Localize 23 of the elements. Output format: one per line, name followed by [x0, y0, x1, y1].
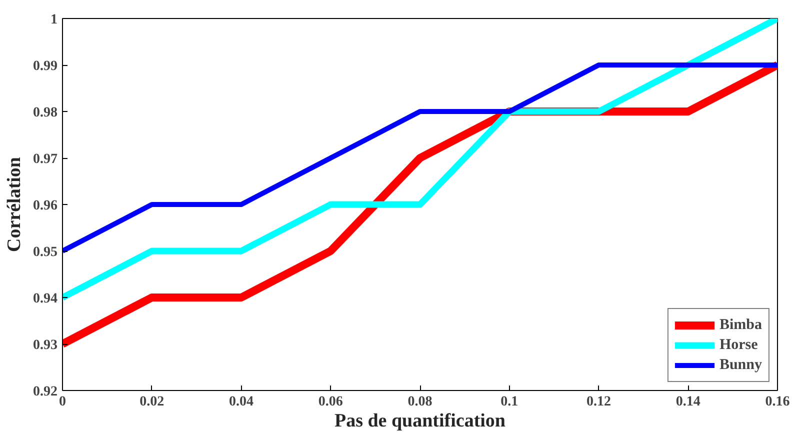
x-tick-label: 0.1: [500, 394, 518, 410]
legend-label: Horse: [719, 336, 758, 354]
x-tick-label: 0.14: [676, 394, 700, 410]
x-tick-label: 0.08: [408, 394, 432, 410]
legend-label: Bimba: [719, 316, 762, 334]
y-tick-label: 0.94: [33, 292, 58, 306]
x-tick-label: 0.04: [229, 394, 254, 410]
x-tick-label: 0.06: [318, 394, 343, 410]
y-axis-title: Corrélation: [4, 156, 25, 252]
legend-label: Bunny: [719, 356, 762, 374]
y-tick-label: 0.96: [33, 198, 58, 214]
y-tick-label: 0.92: [33, 384, 58, 400]
y-tick-label: 0.98: [33, 106, 58, 120]
y-tick-label: 0.99: [33, 59, 58, 74]
y-tick-label: 0.95: [33, 245, 58, 260]
y-tick-label: 0.93: [33, 338, 58, 353]
x-tick-label: 0.16: [765, 394, 790, 410]
y-tick-label: 1: [50, 12, 58, 28]
x-tick-label: 0.12: [586, 394, 611, 410]
x-tick-label: 0: [59, 394, 66, 410]
y-tick-label: 0.97: [33, 152, 58, 167]
x-axis-title: Pas de quantification: [334, 410, 506, 432]
x-tick-label: 0.02: [140, 394, 164, 410]
